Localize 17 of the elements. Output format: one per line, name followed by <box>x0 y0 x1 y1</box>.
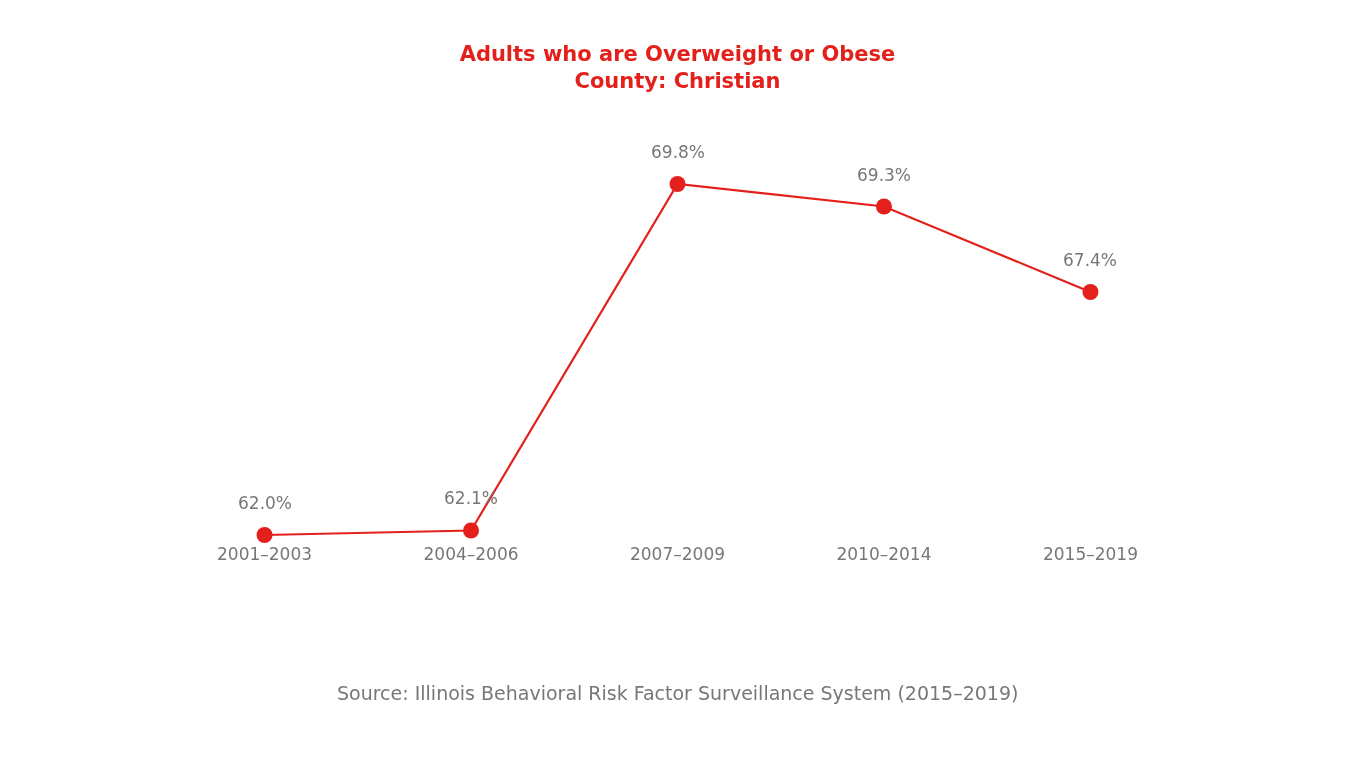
chart-title: Adults who are Overweight or Obese <box>459 41 896 66</box>
x-tick-label: 2015–2019 <box>1042 544 1138 564</box>
data-label: 62.0% <box>238 493 293 513</box>
point <box>669 176 686 193</box>
data-label: 67.4% <box>1063 250 1118 270</box>
data-label: 69.8% <box>651 142 706 162</box>
x-tick-label: 2001–2003 <box>217 544 313 564</box>
chart-subtitle: County: Christian <box>574 69 781 94</box>
point <box>1082 284 1099 300</box>
point <box>256 526 273 543</box>
x-tick-label: 2007–2009 <box>629 544 726 564</box>
source-note: Source: Illinois Behavioral Risk Factor Surveillance System (2015–2019) <box>337 682 1019 704</box>
x-tick-label: 2010–2014 <box>836 544 932 564</box>
data-label: 69.3% <box>857 165 912 185</box>
point <box>463 522 480 539</box>
point <box>875 198 892 215</box>
x-tick-label: 2004–2006 <box>423 544 519 564</box>
